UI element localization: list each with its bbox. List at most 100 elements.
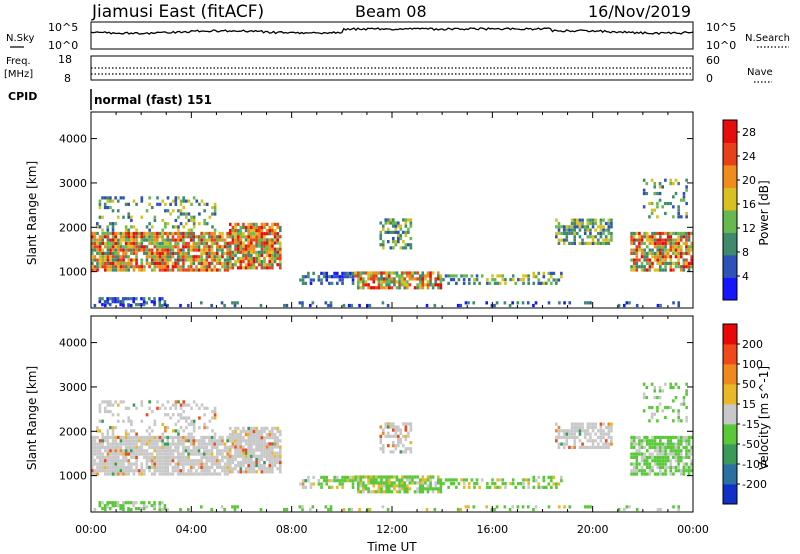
velocity-cell [179, 413, 183, 417]
power-cell [268, 232, 272, 236]
velocity-cell [462, 478, 466, 482]
velocity-cell [255, 460, 258, 465]
power-cell [182, 255, 185, 259]
power-cell [161, 261, 164, 265]
velocity-cell [208, 435, 211, 440]
power-cell [263, 222, 266, 226]
power-cell [407, 243, 410, 247]
power-cell [185, 215, 188, 219]
velocity-cell [111, 462, 115, 466]
velocity-cell [161, 445, 164, 450]
power-cell [124, 268, 128, 272]
velocity-cell [576, 435, 579, 440]
velocity-cell [426, 490, 430, 494]
power-cell [390, 280, 394, 284]
power-cell [257, 228, 261, 233]
velocity-cell [685, 439, 688, 443]
velocity-cell [672, 442, 675, 446]
velocity-cell [364, 484, 368, 488]
power-cell [179, 235, 183, 239]
velocity-cell [604, 445, 608, 450]
velocity-cell [234, 436, 237, 440]
velocity-cell [98, 469, 102, 473]
velocity-cell [189, 472, 193, 476]
velocity-cell [335, 485, 339, 489]
power-cell [602, 228, 605, 232]
velocity-cell [187, 455, 190, 460]
power-cell [653, 208, 657, 212]
velocity-cell [104, 469, 107, 473]
velocity-cell [408, 481, 412, 485]
velocity-cell [177, 400, 180, 404]
power-cell [381, 301, 385, 305]
velocity-cell [176, 455, 180, 460]
velocity-cell [166, 435, 170, 440]
power-cell [285, 303, 289, 308]
power-cell [169, 255, 172, 259]
power-cell [169, 268, 172, 272]
velocity-cell [557, 425, 561, 430]
power-cell [599, 231, 603, 236]
velocity-cell [153, 422, 157, 427]
power-cell [203, 202, 206, 206]
power-cell [664, 268, 667, 272]
velocity-cell [407, 422, 410, 426]
power-cell [659, 261, 662, 265]
power-cell [215, 245, 219, 249]
velocity-cell [247, 467, 250, 471]
velocity-cell [247, 426, 250, 430]
velocity-cell [591, 442, 595, 446]
velocity-cell [460, 478, 463, 482]
power-cell [425, 303, 429, 308]
power-cell [127, 268, 131, 272]
velocity-cell [231, 457, 235, 462]
power-cell [187, 241, 190, 246]
power-cell [578, 225, 582, 229]
velocity-cell [381, 447, 385, 451]
power-cell [385, 286, 388, 290]
power-cell [231, 253, 235, 258]
power-cell [402, 230, 405, 234]
power-cell [682, 191, 686, 196]
power-cell [557, 231, 561, 236]
power-cell [140, 231, 144, 236]
velocity-cell [622, 507, 626, 512]
power-cell [563, 301, 566, 305]
velocity-cell [263, 454, 266, 458]
power-cell [117, 245, 120, 249]
velocity-cell [163, 442, 167, 446]
velocity-cell [132, 504, 135, 508]
power-cell [101, 261, 105, 265]
velocity-cell [93, 439, 97, 443]
velocity-cell [190, 406, 193, 410]
velocity-cell [449, 478, 453, 482]
power-cell [176, 255, 180, 259]
power-cell [271, 232, 274, 236]
power-cell [250, 238, 253, 242]
power-cell [192, 196, 196, 200]
power-cell [122, 265, 125, 269]
power-cell [387, 274, 391, 278]
power-cell [586, 235, 590, 239]
velocity-cell [161, 442, 164, 446]
power-cell [247, 250, 250, 254]
velocity-cell [403, 487, 407, 491]
velocity-cell [658, 385, 662, 390]
power-cell [135, 265, 138, 269]
power-cell [346, 271, 350, 275]
velocity-cell [653, 462, 657, 466]
power-cell [666, 201, 670, 206]
velocity-cell [231, 442, 235, 446]
power-cell [226, 251, 229, 256]
velocity-cell [132, 455, 136, 460]
velocity-cell [630, 469, 633, 473]
velocity-cell [263, 460, 266, 465]
power-cell [140, 196, 144, 200]
velocity-cell [169, 445, 172, 450]
velocity-cell [677, 385, 680, 390]
velocity-cell [653, 395, 657, 400]
power-cell [403, 280, 407, 284]
power-cell [570, 231, 574, 236]
power-cell [389, 246, 393, 250]
velocity-cell [273, 464, 277, 468]
